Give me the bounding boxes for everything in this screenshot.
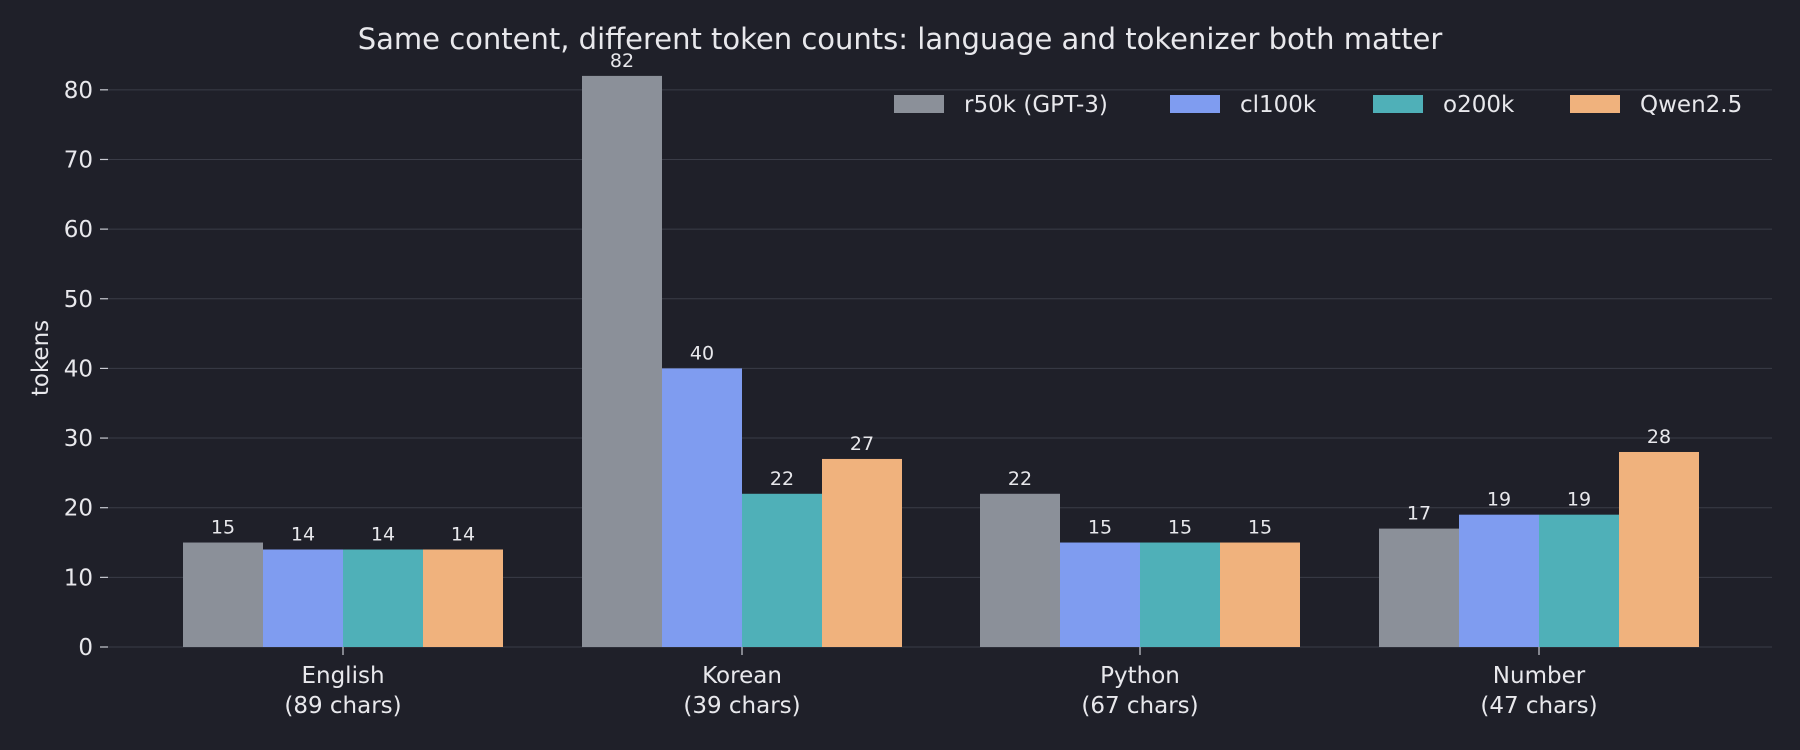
y-tick-label: 70: [64, 147, 93, 173]
bar-value-label: 40: [690, 342, 714, 364]
bar: [1459, 514, 1539, 647]
y-tick-label: 40: [64, 356, 93, 382]
bar: [1619, 451, 1699, 647]
legend-label: r50k (GPT-3): [964, 92, 1108, 118]
legend-swatch: [1373, 95, 1423, 113]
bar-value-label: 14: [451, 523, 475, 545]
y-axis-label: tokens: [28, 320, 54, 396]
bar-value-label: 14: [371, 523, 395, 545]
y-tick-label: 80: [64, 78, 93, 104]
legend-label: o200k: [1443, 92, 1515, 118]
x-tick-label: (67 chars): [1081, 693, 1198, 719]
x-tick-label: (47 chars): [1480, 693, 1597, 719]
x-tick-label: English: [301, 663, 384, 689]
legend-swatch: [1170, 95, 1220, 113]
bar-value-label: 28: [1647, 426, 1671, 448]
y-tick-label: 0: [78, 635, 93, 661]
x-tick-label: (89 chars): [284, 693, 401, 719]
x-tick-label: Korean: [702, 663, 782, 689]
x-axis: English (89 chars) Korean (39 chars) Python (…: [284, 647, 1598, 719]
y-tick-label: 10: [64, 565, 93, 591]
bar-value-label: 82: [610, 50, 634, 72]
bar-value-label: 17: [1407, 503, 1431, 525]
bar: [183, 542, 263, 647]
bar: [980, 493, 1060, 647]
bar-value-label: 15: [1088, 517, 1112, 539]
bar-value-label: 15: [1168, 517, 1192, 539]
bar-value-label: 14: [291, 523, 315, 545]
y-tick-label: 50: [64, 287, 93, 313]
bar-value-label: 22: [1008, 468, 1032, 490]
bars: 15 14 14 14 82 40 22 27 22 15 15 15 17 19 19 28: [183, 50, 1699, 648]
bar: [1140, 542, 1220, 647]
bar: [423, 549, 503, 647]
bar-value-label: 22: [770, 468, 794, 490]
legend-label: Qwen2.5: [1640, 92, 1742, 118]
legend-swatch: [1570, 95, 1620, 113]
bar-value-label: 15: [211, 517, 235, 539]
bar-value-label: 19: [1567, 489, 1591, 511]
bar: [662, 368, 742, 647]
x-tick-label: Number: [1493, 663, 1586, 689]
bar: [1539, 514, 1619, 647]
bar: [582, 75, 662, 648]
y-tick-label: 20: [64, 496, 93, 522]
bar: [742, 493, 822, 647]
x-tick-label: Python: [1100, 663, 1180, 689]
bar: [1379, 528, 1459, 647]
legend: r50k (GPT-3) cl100k o200k Qwen2.5: [894, 92, 1742, 118]
bar: [343, 549, 423, 647]
bar: [263, 549, 343, 647]
bar: [1060, 542, 1140, 647]
bar-value-label: 27: [850, 433, 874, 455]
bar: [1220, 542, 1300, 647]
bar-value-label: 15: [1248, 517, 1272, 539]
y-tick-label: 30: [64, 426, 93, 452]
legend-label: cl100k: [1240, 92, 1317, 118]
bar: [822, 458, 902, 647]
bar-value-label: 19: [1487, 489, 1511, 511]
y-tick-label: 60: [64, 217, 93, 243]
x-tick-label: (39 chars): [683, 693, 800, 719]
chart-title: Same content, different token counts: la…: [358, 22, 1443, 56]
y-axis: 0 10 20 30 40 50 60 70 80: [64, 78, 108, 661]
legend-swatch: [894, 95, 944, 113]
